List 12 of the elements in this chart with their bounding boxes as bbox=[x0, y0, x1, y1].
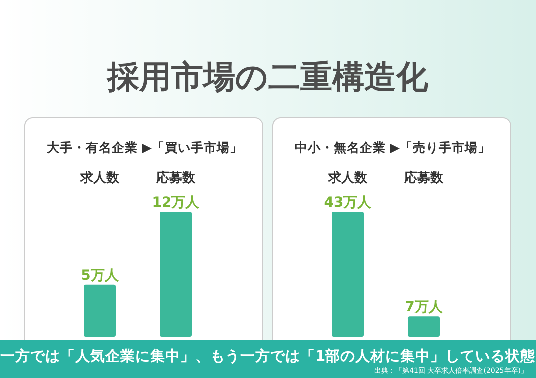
chart-subtitle: 中小・無名企業 ▶「売り手市場」 bbox=[295, 140, 491, 155]
x-tick-label: 求人数 bbox=[328, 170, 368, 186]
x-tick-label: 応募数 bbox=[156, 170, 196, 186]
data-label: 7万人 bbox=[405, 300, 444, 316]
text: 一方では「人気企業に集中」、もう一方では「1部の人材に集中」している状態 bbox=[0, 347, 536, 365]
data-label: 12万人 bbox=[152, 195, 201, 211]
x-tick-label: 応募数 bbox=[404, 170, 444, 186]
data-label: 43万人 bbox=[324, 195, 373, 211]
x-tick-label: 求人数 bbox=[80, 170, 120, 186]
chart-subtitle: 大手・有名企業 ▶「買い手市場」 bbox=[47, 140, 243, 155]
chart-title: 採用市場の二重構造化 bbox=[106, 58, 430, 96]
data-label: 5万人 bbox=[81, 268, 120, 284]
